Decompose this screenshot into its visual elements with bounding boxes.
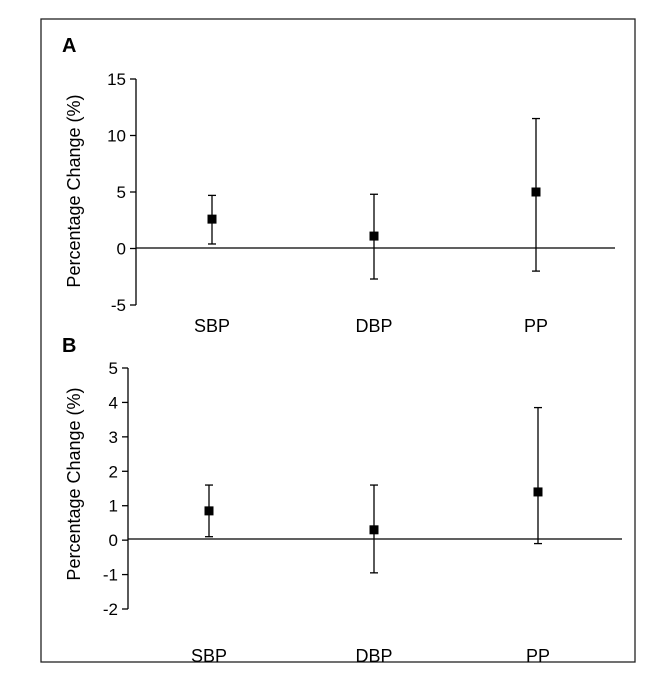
x-category-label: PP: [526, 646, 550, 666]
panel-a-y-axis-label: Percentage Change (%): [64, 94, 84, 287]
x-category-label: SBP: [194, 316, 230, 336]
x-category-label: DBP: [355, 316, 392, 336]
y-tick-label: 5: [109, 359, 118, 378]
y-tick-label: 1: [109, 497, 118, 516]
data-point: [531, 187, 541, 197]
x-category-label: PP: [524, 316, 548, 336]
y-tick-label: -1: [103, 566, 118, 585]
panel-a: A Percentage Change (%) 15 10 5 0 -5 SBP DBP P…: [62, 35, 615, 336]
figure-border: [40, 18, 636, 663]
y-tick-label: 10: [107, 127, 126, 146]
data-point: [207, 214, 217, 224]
panel-b-x-categories: SBP DBP PP: [191, 646, 550, 666]
panel-b-y-ticks: 5 4 3 2 1 0 -1 -2: [103, 359, 128, 619]
panel-b-y-axis-label: Percentage Change (%): [64, 387, 84, 580]
y-tick-label: -5: [111, 296, 126, 315]
panel-a-label: A: [62, 35, 76, 57]
x-category-label: DBP: [355, 646, 392, 666]
data-point: [533, 487, 543, 497]
data-point: [369, 525, 379, 535]
y-tick-label: 4: [109, 393, 118, 412]
x-category-label: SBP: [191, 646, 227, 666]
panel-a-data-marks: [207, 117, 541, 280]
data-point: [204, 506, 214, 516]
panel-a-x-categories: SBP DBP PP: [194, 316, 548, 336]
panel-b-data-marks: [204, 406, 543, 574]
panel-b: B Percentage Change (%) 5 4 3 2 1 0 -1 -2 SBP DB…: [62, 335, 622, 666]
y-tick-label: -2: [103, 600, 118, 619]
y-tick-label: 3: [109, 428, 118, 447]
panel-a-y-ticks: 15 10 5 0 -5: [107, 70, 136, 315]
y-tick-label: 15: [107, 70, 126, 89]
y-tick-label: 5: [117, 183, 126, 202]
data-point: [369, 231, 379, 241]
y-tick-label: 0: [117, 240, 126, 259]
y-tick-label: 0: [109, 531, 118, 550]
panel-b-label: B: [62, 335, 76, 357]
y-tick-label: 2: [109, 462, 118, 481]
